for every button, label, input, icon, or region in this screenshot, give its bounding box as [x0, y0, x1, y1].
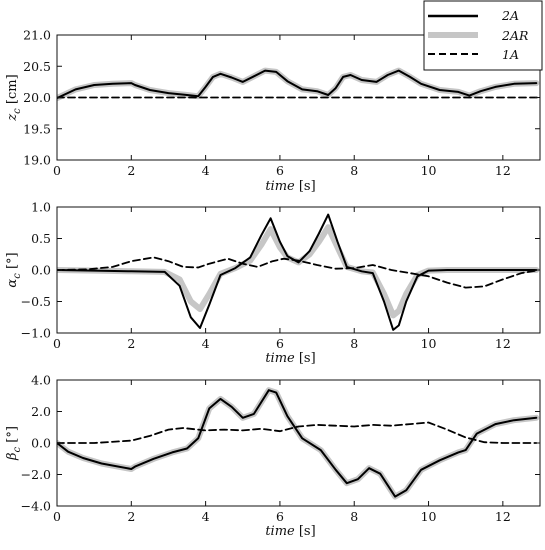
x-tick-label: 4 — [202, 509, 210, 524]
x-tick-label: 8 — [350, 163, 358, 178]
x-axis-title: time [s] — [265, 524, 315, 539]
legend-label-2ar: 2AR — [501, 28, 528, 43]
x-tick-label: 0 — [53, 163, 61, 178]
y-tick-label: 19.5 — [23, 121, 51, 136]
series-line-2ar — [57, 387, 540, 500]
chart-panel-3: 0 2 4 6 8 10 12 −4.0 −2.0 0.0 2.0 4.0 time [s] βc [°] — [5, 373, 541, 539]
y-tick-label: 2.0 — [31, 404, 51, 419]
series-line-1a — [57, 421, 538, 444]
y-tick-label: −0.5 — [21, 294, 51, 309]
y-tick-label: 21.0 — [23, 28, 51, 43]
x-tick-label: 0 — [53, 336, 61, 351]
x-tick-label: 2 — [127, 163, 135, 178]
chart-panel-1: 0 2 4 6 8 10 12 19.0 19.5 20.0 20.5 21.0 time [s] zc … — [5, 28, 541, 194]
series-line-2a — [57, 69, 538, 100]
y-tick-label: −4.0 — [21, 499, 51, 514]
y-axis-title: zc [cm] — [5, 74, 23, 121]
series-line-1a — [57, 256, 538, 289]
x-axis-title: time [s] — [265, 179, 315, 194]
y-axis-title: αc [°] — [5, 252, 23, 287]
chart-panel-2: 0 2 4 6 8 10 12 −1.0 −0.5 0.0 0.5 1.0 time [s] αc [°] — [5, 200, 541, 366]
series-line-2ar — [57, 224, 540, 319]
x-tick-label: 8 — [350, 336, 358, 351]
x-tick-label: 6 — [276, 336, 284, 351]
y-tick-label: 0.5 — [31, 231, 51, 246]
x-tick-label: 4 — [202, 163, 210, 178]
y-tick-label: 0.0 — [31, 263, 51, 278]
legend: 2A 2AR 1A — [423, 0, 543, 71]
y-tick-label: −2.0 — [21, 467, 51, 482]
x-tick-label: 6 — [276, 163, 284, 178]
x-tick-label: 6 — [276, 509, 284, 524]
y-tick-label: 4.0 — [31, 373, 51, 388]
x-tick-label: 0 — [53, 509, 61, 524]
x-tick-label: 12 — [495, 336, 511, 351]
y-tick-label: −1.0 — [21, 326, 51, 341]
series-line-2a — [57, 213, 538, 331]
legend-label-1a: 1A — [502, 47, 519, 62]
series-line-2a — [57, 389, 538, 498]
y-tick-label: 19.0 — [23, 153, 51, 168]
x-tick-label: 2 — [127, 509, 135, 524]
x-tick-label: 4 — [202, 336, 210, 351]
x-tick-label: 12 — [495, 163, 511, 178]
x-tick-label: 10 — [421, 509, 437, 524]
y-tick-label: 20.0 — [23, 90, 51, 105]
x-tick-label: 2 — [127, 336, 135, 351]
x-tick-label: 10 — [421, 336, 437, 351]
legend-label-2a: 2A — [501, 8, 519, 23]
y-tick-label: 1.0 — [31, 200, 51, 215]
y-tick-label: 20.5 — [23, 59, 51, 74]
x-tick-label: 8 — [350, 509, 358, 524]
x-tick-label: 12 — [495, 509, 511, 524]
x-axis-title: time [s] — [265, 351, 315, 366]
x-tick-label: 10 — [421, 163, 437, 178]
y-axis-title: βc [°] — [5, 426, 23, 461]
y-tick-label: 0.0 — [31, 436, 51, 451]
